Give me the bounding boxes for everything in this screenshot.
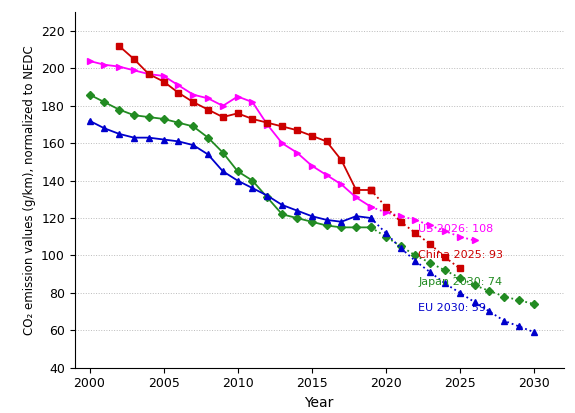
Y-axis label: CO₂ emission values (g/km), normalized to NEDC: CO₂ emission values (g/km), normalized t… xyxy=(22,45,36,335)
Text: China 2025: 93: China 2025: 93 xyxy=(419,250,503,261)
Text: EU 2030: 59: EU 2030: 59 xyxy=(419,303,486,313)
Text: US 2026: 108: US 2026: 108 xyxy=(419,224,493,234)
X-axis label: Year: Year xyxy=(304,396,334,410)
Text: Japan 2030: 74: Japan 2030: 74 xyxy=(419,277,503,287)
